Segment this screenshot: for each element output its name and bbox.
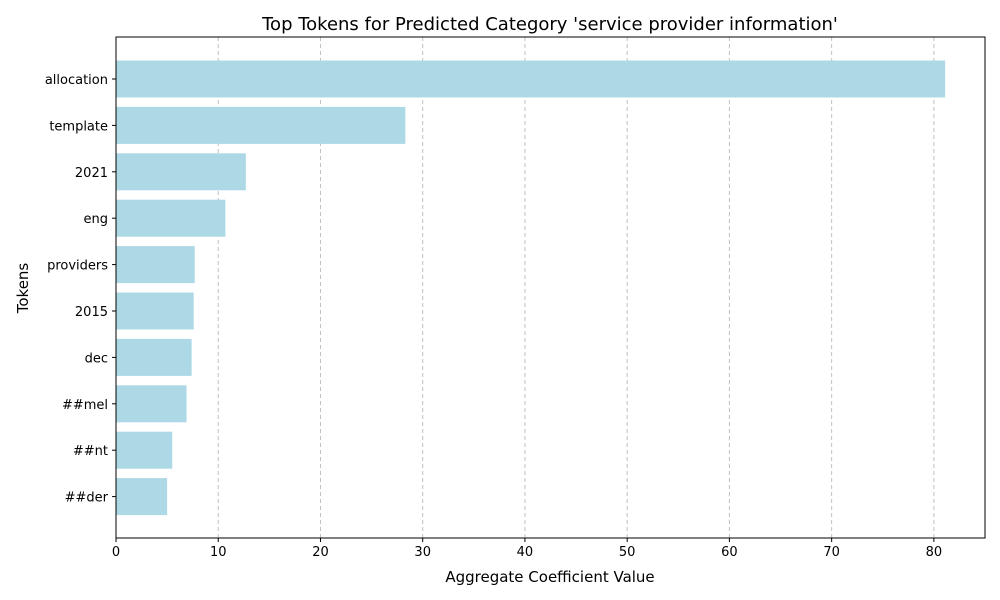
x-tick-label: 0 — [112, 545, 120, 560]
y-axis-label: Tokens — [14, 263, 32, 315]
y-tick-label: 2015 — [75, 305, 108, 320]
bar-2015 — [116, 292, 194, 330]
y-tick-label: dec — [85, 351, 108, 366]
x-tick-label: 80 — [926, 545, 943, 560]
x-axis-label: Aggregate Coefficient Value — [445, 568, 654, 586]
bar-eng — [116, 199, 226, 237]
bar-allocation — [116, 60, 946, 98]
bar-template — [116, 106, 406, 144]
y-tick-label: eng — [84, 212, 109, 227]
bar-dec — [116, 338, 192, 376]
y-tick-label: ##der — [65, 491, 109, 506]
y-tick-label: allocation — [45, 73, 108, 88]
bar-layer — [116, 60, 946, 516]
x-tick-label: 60 — [721, 545, 738, 560]
y-axis-ticks: allocation template 2021 eng providers 2015 de… — [45, 73, 116, 506]
x-tick-label: 40 — [517, 545, 534, 560]
x-tick-label: 50 — [619, 545, 636, 560]
y-tick-label: providers — [47, 259, 108, 274]
bar-nt — [116, 431, 173, 469]
bar-2021 — [116, 153, 246, 191]
y-tick-label: ##mel — [62, 398, 108, 413]
y-tick-label: template — [49, 119, 108, 134]
bar-providers — [116, 246, 195, 284]
bar-mel — [116, 385, 187, 423]
plot-frame — [115, 36, 986, 539]
x-axis-ticks: 0 10 20 30 40 50 60 70 80 — [112, 538, 942, 560]
x-tick-label: 30 — [414, 545, 431, 560]
y-tick-label: ##nt — [73, 444, 108, 459]
chart-title: Top Tokens for Predicted Category 'servi… — [261, 14, 838, 35]
bar-der — [116, 478, 168, 516]
x-tick-label: 70 — [823, 545, 840, 560]
x-tick-label: 20 — [312, 545, 329, 560]
y-tick-label: 2021 — [75, 166, 108, 181]
x-tick-label: 10 — [210, 545, 227, 560]
